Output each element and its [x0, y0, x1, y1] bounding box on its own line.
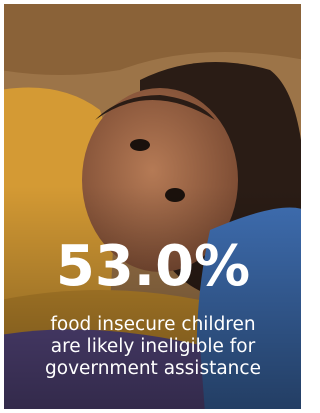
headline: 53.0%	[56, 234, 250, 299]
page: 53.0% food insecure children are likely …	[0, 0, 305, 413]
infographic: 53.0% food insecure children are likely …	[0, 0, 305, 413]
caption-line: are likely ineligible for	[51, 336, 256, 357]
caption-line: food insecure children	[50, 314, 255, 335]
caption-line: government assistance	[45, 358, 261, 379]
